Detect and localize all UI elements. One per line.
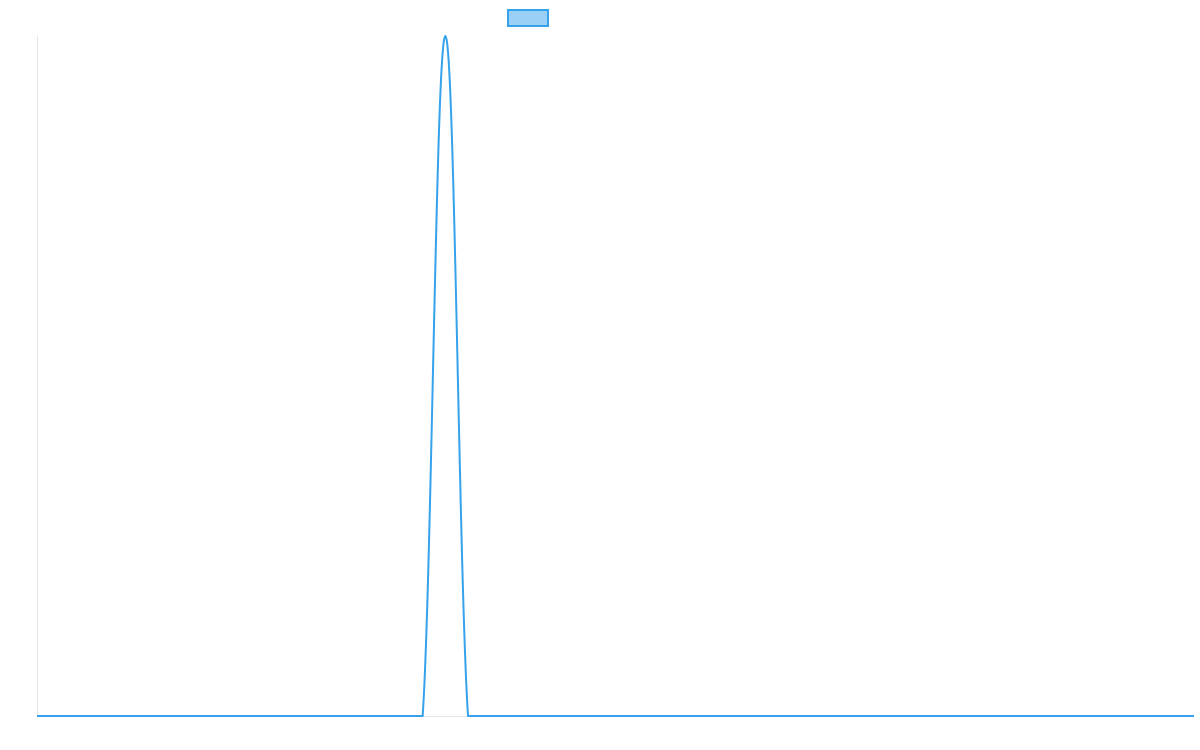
legend[interactable] [507, 9, 549, 27]
series-line-0 [37, 35, 1194, 717]
series-layer [37, 35, 1194, 717]
legend-swatch[interactable] [507, 9, 549, 27]
